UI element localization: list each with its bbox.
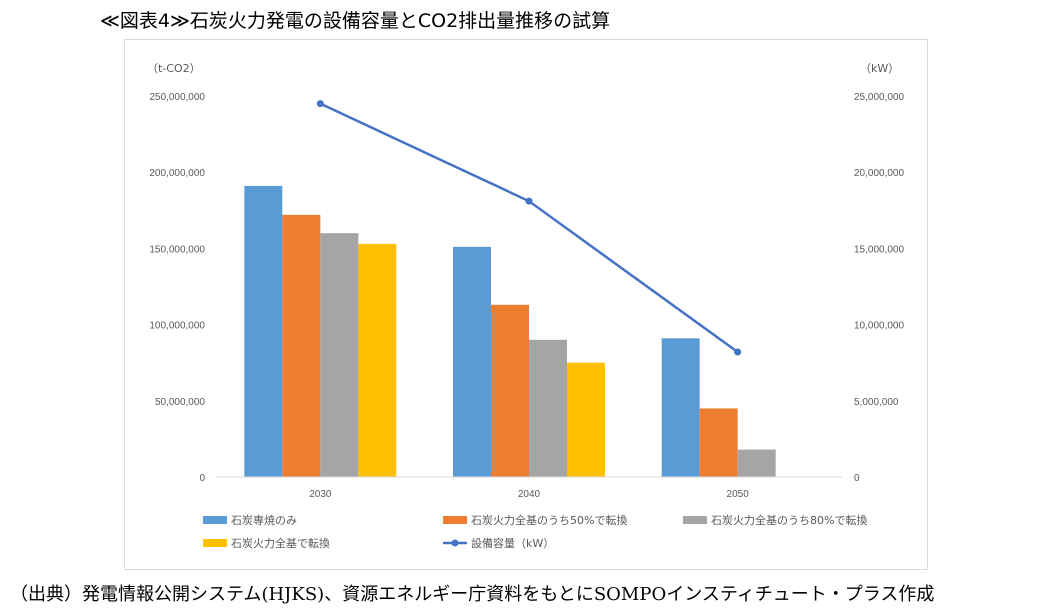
y-right-tick-label: 20,000,000	[854, 168, 904, 179]
bar	[491, 304, 529, 477]
y-left-tick-label: 200,000,000	[149, 168, 205, 179]
bar	[358, 243, 397, 477]
legend-label: 石炭火力全基のうち80%で転換	[711, 513, 867, 527]
y-right-tick-label: 25,000,000	[854, 92, 904, 103]
y-right-tick-label: 15,000,000	[854, 244, 904, 255]
bar	[244, 185, 283, 477]
y-left-unit: （t-CO2）	[147, 62, 201, 75]
legend-swatch	[203, 516, 227, 524]
legend-swatch	[443, 516, 467, 524]
capacity-point	[316, 100, 324, 108]
capacity-point	[734, 348, 742, 356]
bar	[282, 214, 321, 477]
legend-swatch	[203, 539, 227, 547]
y-right-tick-label: 0	[854, 473, 860, 484]
y-left-tick-label: 150,000,000	[149, 244, 205, 255]
x-tick-label: 2050	[727, 489, 750, 500]
legend-label: 石炭火力全基で転換	[231, 536, 330, 550]
capacity-point	[525, 197, 533, 205]
bar	[567, 362, 605, 477]
source-note: （出典）発電情報公開システム(HJKS)、資源エネルギー庁資料をもとにSOMPO…	[10, 584, 935, 605]
y-left-tick-label: 100,000,000	[149, 321, 205, 332]
y-right-tick-label: 5,000,000	[854, 397, 899, 408]
y-left-tick-label: 0	[199, 473, 205, 484]
legend-label: 石炭火力全基のうち50%で転換	[471, 513, 627, 527]
y-left-tick-label: 50,000,000	[155, 397, 205, 408]
legend-label: 設備容量（kW）	[471, 536, 554, 550]
chart-area	[124, 39, 928, 570]
bar	[529, 339, 567, 477]
x-tick-label: 2030	[309, 489, 332, 500]
y-right-tick-label: 10,000,000	[854, 321, 904, 332]
bar	[661, 338, 700, 477]
x-tick-label: 2040	[518, 489, 541, 500]
bar	[699, 408, 738, 477]
legend-label: 石炭専焼のみ	[231, 514, 297, 527]
bar	[737, 449, 776, 477]
legend-marker	[451, 539, 459, 547]
legend-swatch	[683, 516, 707, 524]
bar	[320, 233, 359, 477]
figure-title: ≪図表4≫石炭火力発電の設備容量とCO2排出量推移の試算	[100, 10, 611, 32]
y-right-unit: （kW）	[860, 62, 899, 75]
bar	[453, 246, 491, 477]
y-left-tick-label: 250,000,000	[149, 92, 205, 103]
